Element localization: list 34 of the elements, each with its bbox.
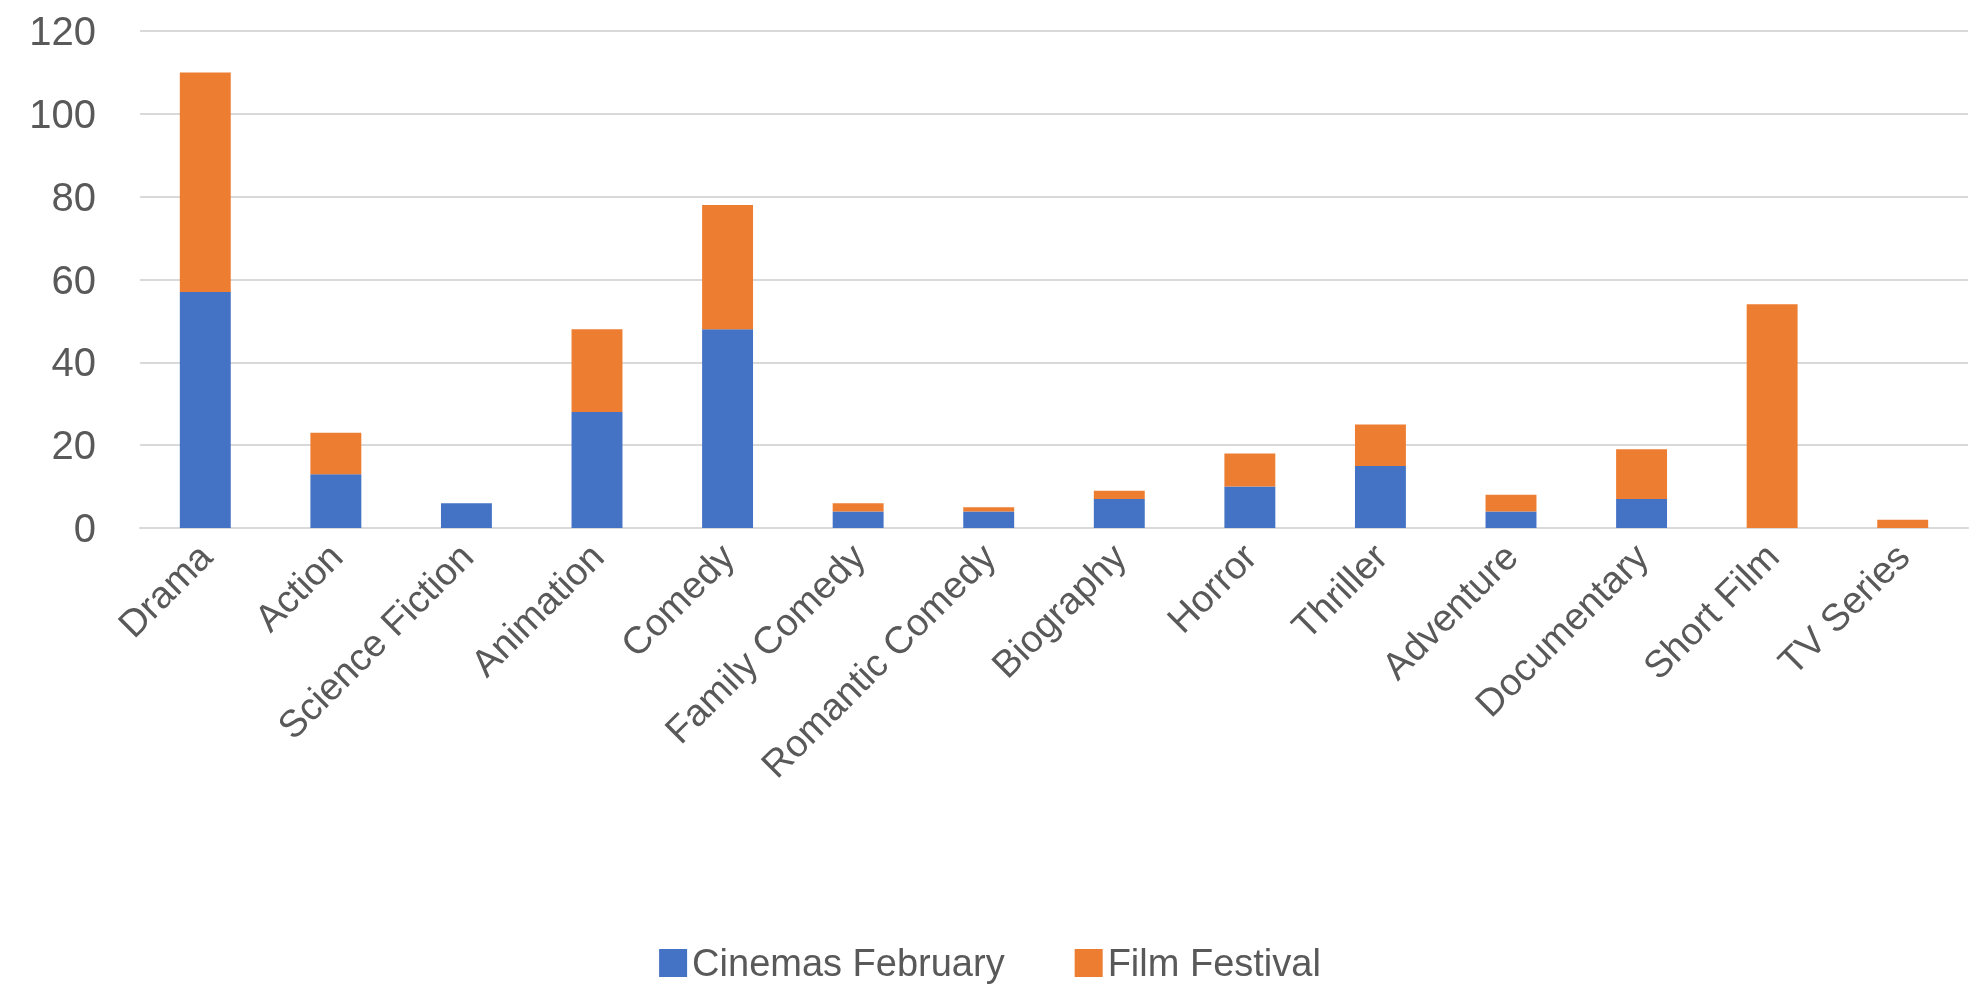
bar bbox=[571, 329, 623, 413]
bar bbox=[1485, 494, 1537, 512]
bar bbox=[1746, 304, 1798, 528]
bar bbox=[702, 204, 754, 330]
y-tick-label: 40 bbox=[51, 340, 96, 385]
bar bbox=[1485, 511, 1537, 528]
y-tick-label: 0 bbox=[73, 506, 96, 550]
bar bbox=[1616, 449, 1668, 500]
legend-label: Film Festival bbox=[1107, 942, 1321, 984]
bar bbox=[571, 412, 623, 528]
bar bbox=[832, 503, 884, 512]
bar bbox=[832, 511, 884, 528]
bar bbox=[179, 72, 231, 292]
bar bbox=[1093, 499, 1145, 528]
bar bbox=[1877, 519, 1929, 528]
bar bbox=[702, 329, 754, 528]
y-tick-label: 20 bbox=[51, 423, 96, 468]
legend-label: Cinemas February bbox=[692, 942, 1005, 984]
bar bbox=[963, 507, 1015, 512]
bar bbox=[1224, 486, 1276, 528]
bar bbox=[963, 511, 1015, 528]
y-tick-label: 100 bbox=[29, 91, 96, 136]
y-tick-label: 60 bbox=[51, 257, 96, 302]
bar bbox=[1354, 424, 1406, 466]
bar bbox=[179, 291, 231, 528]
bar bbox=[1093, 490, 1145, 500]
bar bbox=[1616, 499, 1668, 528]
bar bbox=[440, 503, 492, 528]
bar bbox=[310, 474, 362, 528]
y-tick-label: 120 bbox=[29, 9, 96, 53]
y-tick-label: 80 bbox=[51, 174, 96, 219]
bar bbox=[1224, 453, 1276, 487]
bar bbox=[310, 432, 362, 475]
bar bbox=[1354, 465, 1406, 528]
